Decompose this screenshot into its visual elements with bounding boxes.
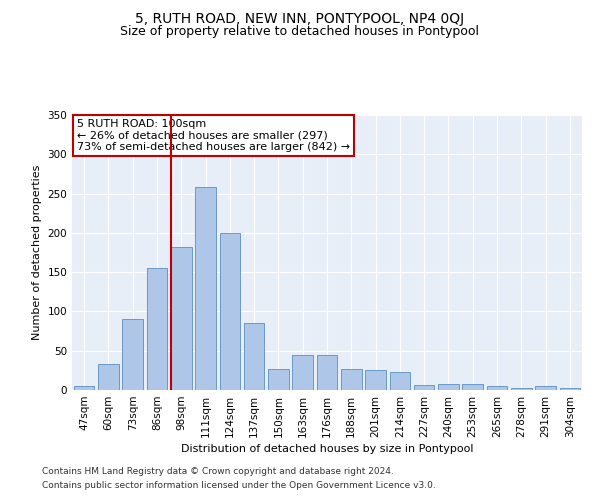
Bar [220,233,240,390]
Bar [389,372,410,390]
Text: Size of property relative to detached houses in Pontypool: Size of property relative to detached ho… [121,25,479,38]
Bar [560,388,580,390]
Bar [244,323,265,390]
Y-axis label: Number of detached properties: Number of detached properties [32,165,42,340]
Bar [171,247,191,390]
Text: 5, RUTH ROAD, NEW INN, PONTYPOOL, NP4 0QJ: 5, RUTH ROAD, NEW INN, PONTYPOOL, NP4 0Q… [136,12,464,26]
Bar [463,384,483,390]
Bar [414,384,434,390]
Bar [122,318,143,390]
Bar [98,364,119,390]
Bar [268,369,289,390]
Bar [292,356,313,390]
Bar [146,268,167,390]
Bar [365,370,386,390]
Text: Contains public sector information licensed under the Open Government Licence v3: Contains public sector information licen… [42,481,436,490]
Bar [438,384,459,390]
Bar [511,388,532,390]
Bar [195,188,216,390]
Bar [74,386,94,390]
Bar [317,356,337,390]
Bar [341,369,362,390]
Bar [487,386,508,390]
Bar [535,386,556,390]
Text: 5 RUTH ROAD: 100sqm
← 26% of detached houses are smaller (297)
73% of semi-detac: 5 RUTH ROAD: 100sqm ← 26% of detached ho… [77,119,350,152]
Text: Contains HM Land Registry data © Crown copyright and database right 2024.: Contains HM Land Registry data © Crown c… [42,467,394,476]
X-axis label: Distribution of detached houses by size in Pontypool: Distribution of detached houses by size … [181,444,473,454]
